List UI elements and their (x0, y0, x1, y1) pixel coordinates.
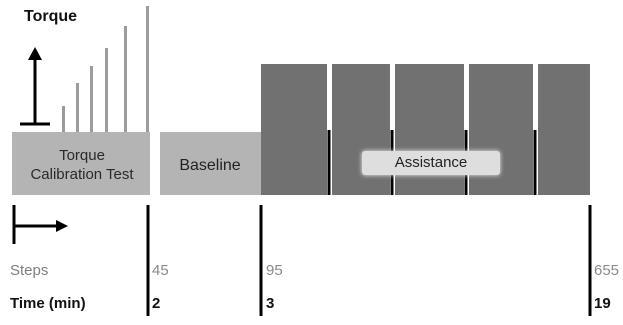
time-direction-arrow-icon (12, 205, 68, 244)
timeline-markers (146, 205, 592, 316)
torque-label: Torque (24, 8, 78, 25)
calibration-label-line1: Torque (59, 147, 105, 164)
assistance-block-5 (538, 64, 590, 195)
assistance-blocks (261, 64, 590, 195)
time-tick-3: 19 (594, 295, 611, 312)
ramp-bar-2 (76, 83, 79, 132)
steps-tick-1: 45 (152, 262, 169, 279)
ramp-bar-1 (62, 106, 65, 132)
baseline-block (160, 132, 261, 195)
assistance-label: Assistance (362, 151, 500, 175)
steps-tick-2: 95 (266, 262, 283, 279)
time-tick-2: 3 (266, 295, 275, 312)
baseline-label: Baseline (179, 157, 241, 174)
ramp-bar-3 (90, 66, 93, 132)
ramp-bar-5 (124, 26, 127, 132)
time-row-label: Time (min) (10, 295, 86, 312)
ramp-bar-6 (146, 6, 149, 132)
assistance-block-2 (332, 64, 390, 195)
calibration-label-line2: Calibration Test (30, 166, 134, 183)
calibration-label: Torque Calibration Test (14, 146, 150, 184)
steps-row-label: Steps (10, 262, 49, 279)
assistance-block-3 (395, 64, 464, 195)
assistance-block-1 (261, 64, 327, 195)
calibration-block (12, 132, 150, 195)
ramp-bar-4 (105, 48, 108, 132)
steps-tick-3: 655 (594, 262, 620, 279)
assistance-block-4 (469, 64, 533, 195)
torque-arrow-icon (20, 47, 50, 126)
time-tick-1: 2 (152, 295, 161, 312)
calibration-ramp-bars (62, 6, 149, 132)
